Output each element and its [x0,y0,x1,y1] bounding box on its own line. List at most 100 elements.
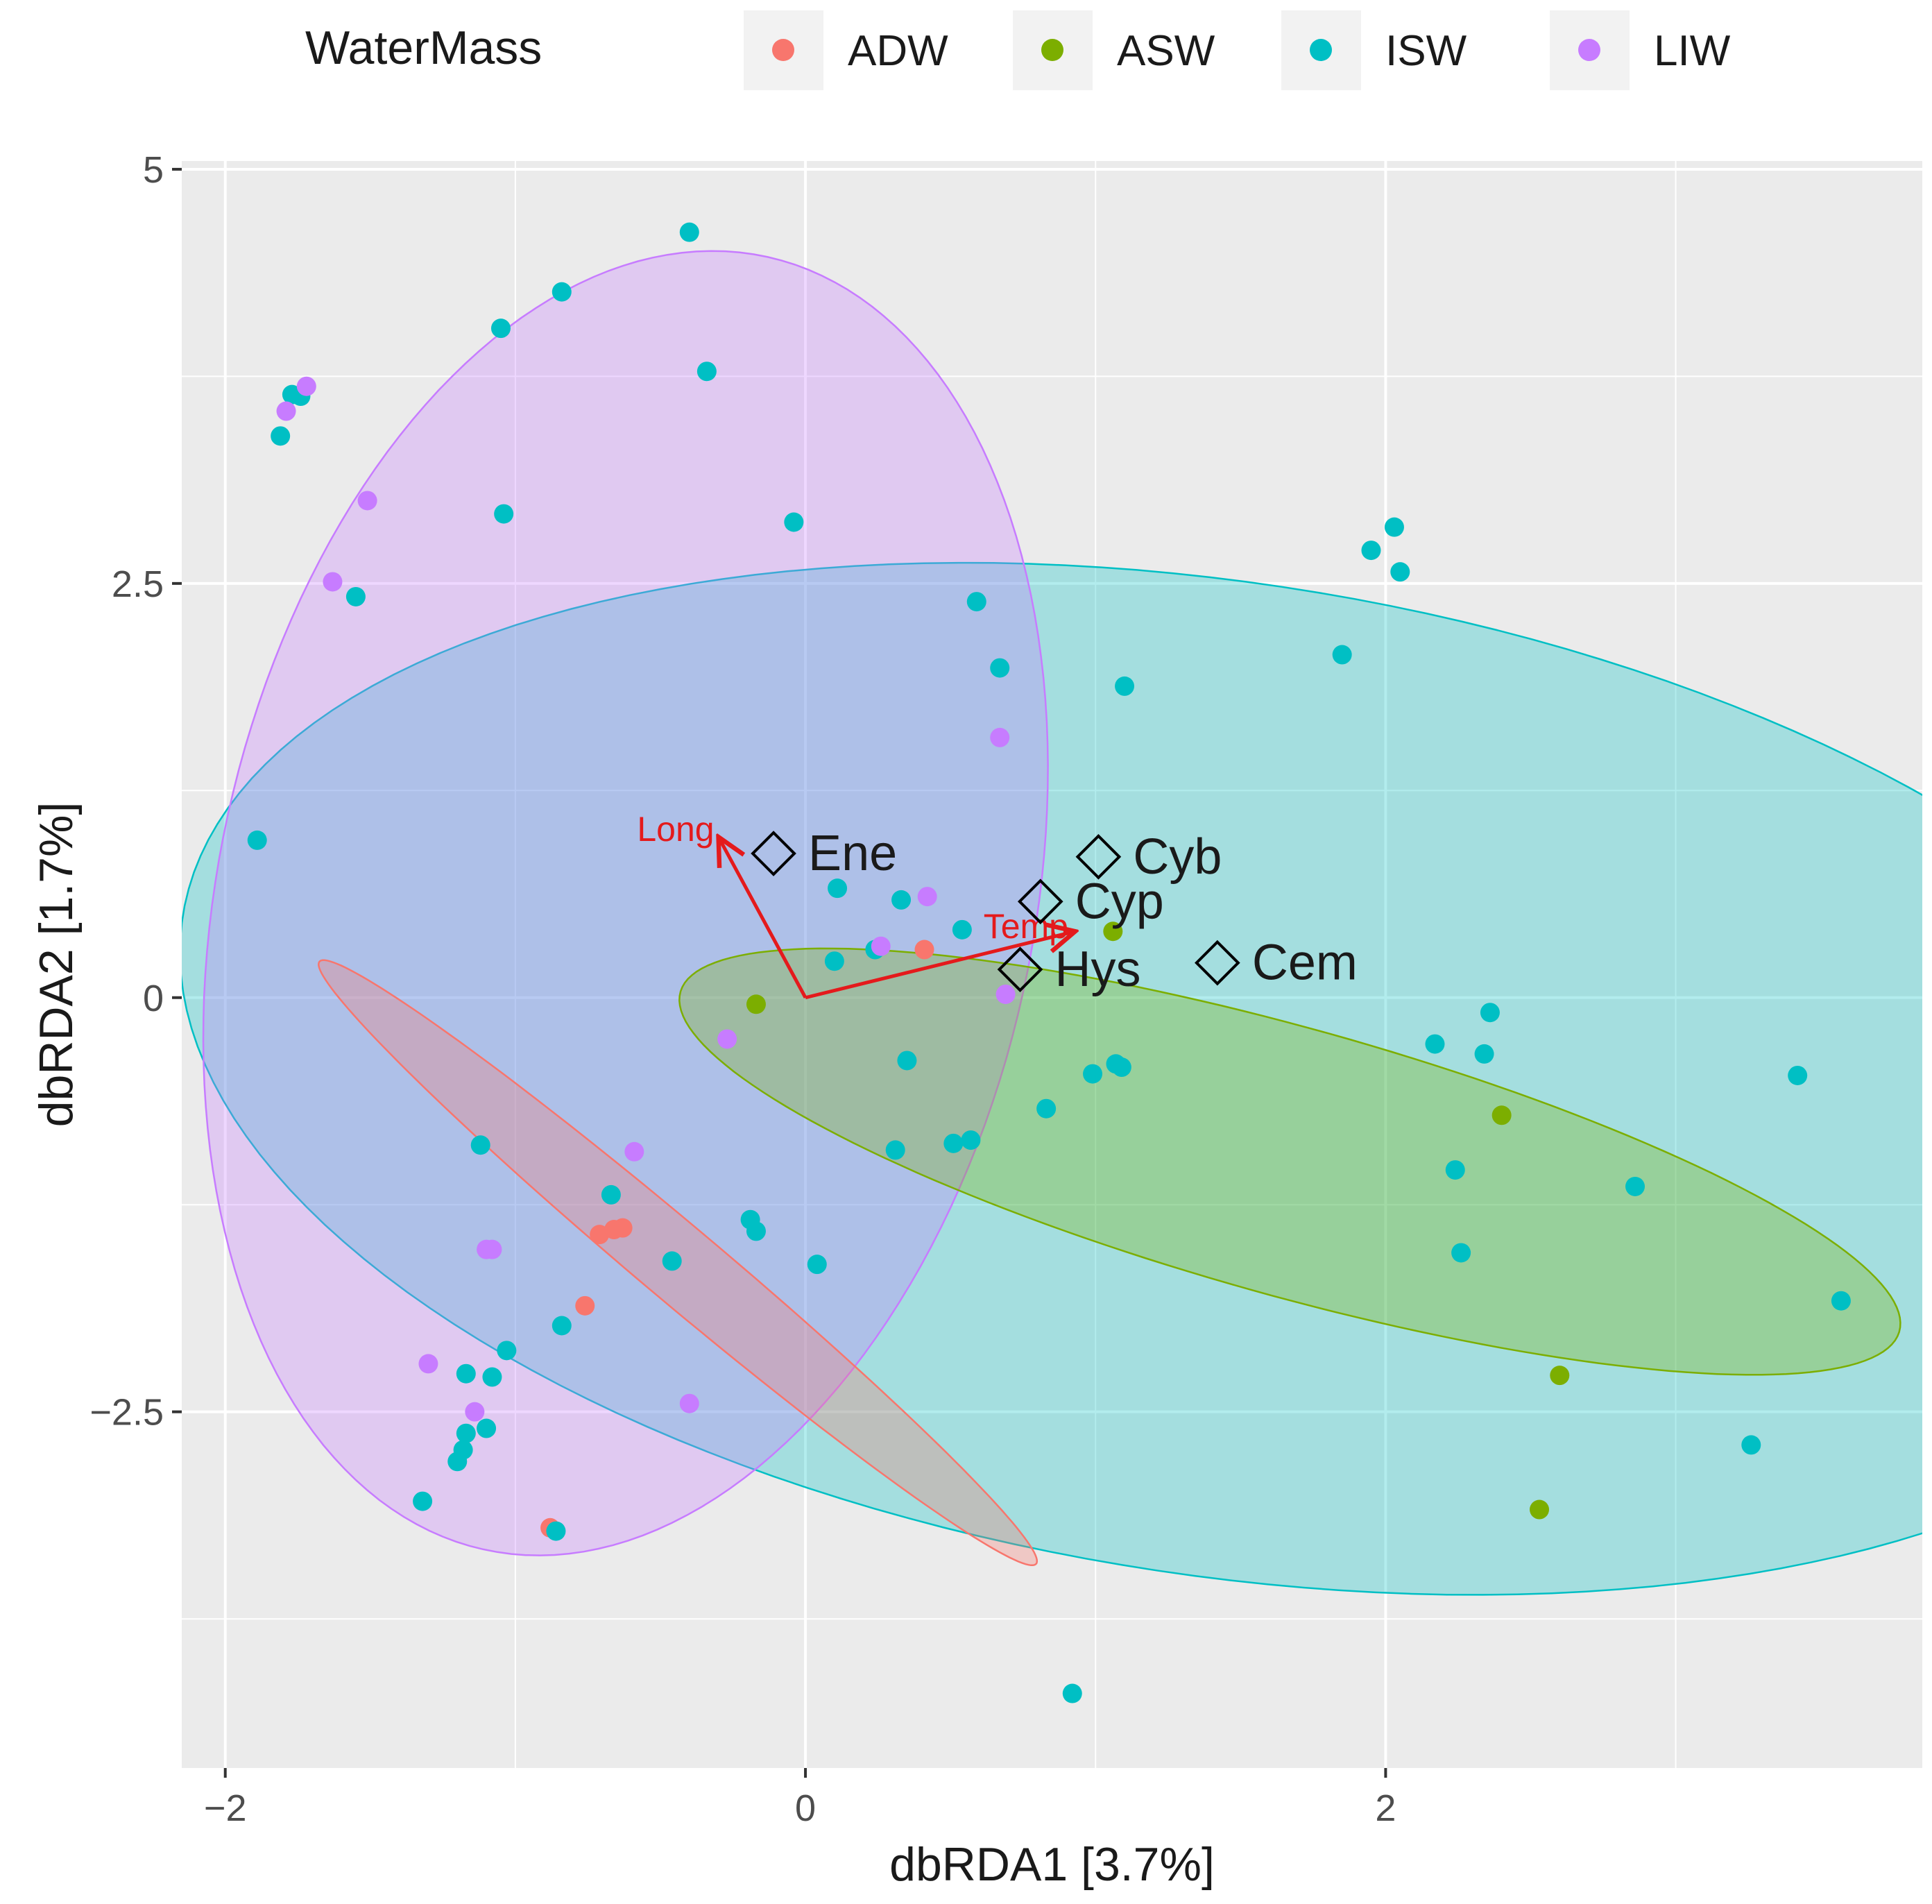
legend-dot-isw [1310,39,1332,61]
point-isw [470,1135,490,1155]
ellipse-isw [182,561,1922,1596]
grid-lines [182,161,1922,1768]
species-marker-hys [997,946,1043,992]
point-isw [271,426,291,446]
point-isw [943,1133,964,1153]
point-isw [966,592,986,612]
point-asw [1530,1499,1550,1520]
vector-arrow-temp [805,931,1075,1000]
point-isw [1036,1098,1057,1119]
point-isw [696,362,717,382]
point-isw [413,1491,433,1511]
y-tick-label: 2.5 [112,563,164,605]
point-isw [1474,1044,1494,1064]
point-isw [828,878,848,899]
point-isw [1083,1064,1103,1084]
point-isw [807,1255,827,1275]
point-isw [447,1452,468,1472]
legend: WaterMass ADW ASW ISW LIW [305,10,1731,90]
x-tick-label: 2 [1375,1787,1396,1829]
point-liw [679,1393,699,1413]
plot-panel [182,161,1922,1768]
point-liw [990,727,1010,747]
point-liw [296,376,316,396]
point-liw [917,887,937,907]
vector-label-long: Long [637,810,714,849]
point-isw [247,830,267,850]
point-isw [1445,1160,1465,1180]
point-liw [477,1239,497,1259]
y-tick-label: −2.5 [89,1392,164,1434]
point-isw [1741,1435,1761,1455]
vector-label-temp: Temp [984,907,1068,946]
point-isw [494,504,514,524]
point-isw [477,1418,497,1438]
point-isw [1062,1683,1082,1703]
confidence-ellipses [182,250,1922,1596]
species-label-ene: Ene [808,826,897,881]
point-asw [746,994,766,1014]
legend-label-isw: ISW [1385,27,1467,75]
point-isw [456,1363,476,1384]
legend-dot-adw [772,39,794,61]
point-isw [961,1130,981,1150]
species-label-cyp: Cyp [1075,874,1164,929]
sample-points [247,222,1851,1703]
point-isw [679,222,699,242]
point-isw [1625,1176,1645,1196]
x-tick-label: 0 [795,1787,816,1829]
axes: −2 0 2 −2.5 0 2.5 5 [89,149,1396,1829]
point-isw [1332,645,1352,665]
point-isw [552,282,572,302]
point-isw [345,586,366,606]
point-isw [891,890,912,910]
point-isw [546,1521,566,1541]
point-isw [1425,1034,1445,1054]
point-liw [871,936,891,956]
legend-dot-liw [1578,39,1600,61]
point-isw [552,1316,572,1336]
x-tick-label: −2 [204,1787,247,1829]
point-isw [1361,541,1381,561]
point-isw [824,951,844,971]
point-isw [897,1051,917,1071]
point-isw [662,1251,682,1271]
point-isw [1451,1243,1471,1263]
ellipse-liw [202,250,1049,1556]
ellipse-asw [678,947,1901,1376]
species-label-cyb: Cyb [1133,829,1222,885]
species-marker-ene [751,831,796,876]
point-isw [1111,1057,1131,1078]
point-liw [276,401,296,421]
legend-label-adw: ADW [848,27,948,75]
point-isw [1831,1291,1851,1311]
point-liw [323,572,343,592]
point-isw [885,1140,905,1160]
point-isw [482,1367,502,1387]
point-asw [1550,1366,1570,1386]
point-asw [1103,921,1123,942]
y-tick-label: 5 [143,149,164,191]
point-isw [746,1221,766,1241]
point-isw [1390,562,1410,582]
point-isw [1115,676,1135,696]
point-liw [357,491,377,511]
species-marker-cyb [1075,833,1122,880]
point-liw [465,1402,485,1422]
species-marker-cyp [1017,878,1063,925]
point-isw [497,1341,517,1361]
point-liw [418,1354,438,1374]
point-asw [1491,1105,1512,1125]
species-label-hys: Hys [1055,942,1141,997]
point-adw [604,1220,624,1240]
y-tick-label: 0 [143,978,164,1019]
point-liw [995,984,1016,1004]
point-adw [914,940,934,960]
point-isw [456,1423,476,1443]
species-label-cem: Cem [1252,935,1358,991]
legend-title: WaterMass [305,22,542,74]
legend-dot-asw [1041,39,1063,61]
point-liw [717,1029,737,1049]
